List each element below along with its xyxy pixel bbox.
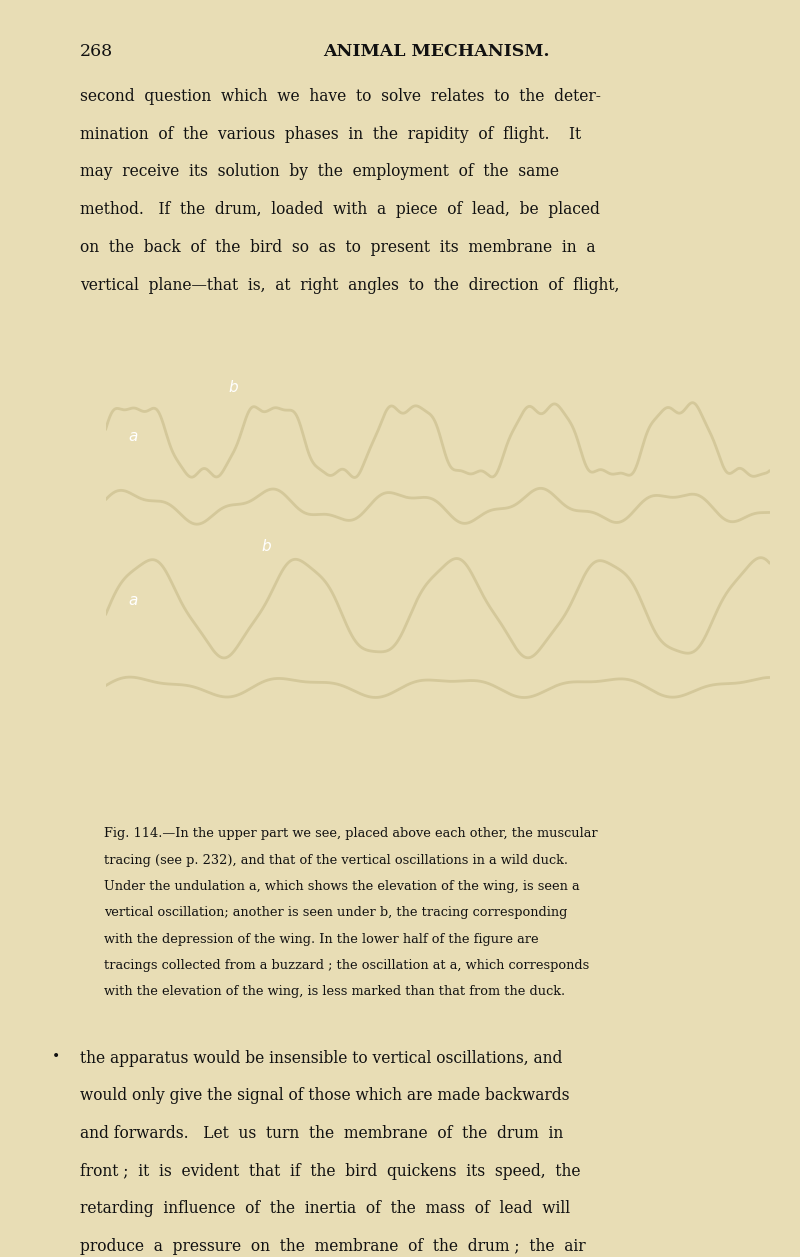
Text: on  the  back  of  the  bird  so  as  to  present  its  membrane  in  a: on the back of the bird so as to present… [80, 239, 595, 256]
Text: b: b [262, 539, 271, 554]
Text: •: • [52, 1050, 60, 1063]
Text: second  question  which  we  have  to  solve  relates  to  the  deter-: second question which we have to solve r… [80, 88, 601, 106]
Text: b: b [229, 381, 238, 396]
Text: a: a [129, 593, 138, 608]
Text: produce  a  pressure  on  the  membrane  of  the  drum ;  the  air: produce a pressure on the membrane of th… [80, 1238, 586, 1256]
Text: would only give the signal of those which are made backwards: would only give the signal of those whic… [80, 1087, 570, 1105]
Text: retarding  influence  of  the  inertia  of  the  mass  of  lead  will: retarding influence of the inertia of th… [80, 1200, 570, 1218]
Text: Under the undulation a, which shows the elevation of the wing, is seen a: Under the undulation a, which shows the … [104, 880, 580, 892]
Text: may  receive  its  solution  by  the  employment  of  the  same: may receive its solution by the employme… [80, 163, 559, 181]
Text: Fig. 114.—In the upper part we see, placed above each other, the muscular: Fig. 114.—In the upper part we see, plac… [104, 827, 598, 840]
Text: with the elevation of the wing, is less marked than that from the duck.: with the elevation of the wing, is less … [104, 985, 565, 998]
Text: vertical oscillation; another is seen under b, the tracing corresponding: vertical oscillation; another is seen un… [104, 906, 567, 919]
Text: tracings collected from a buzzard ; the oscillation at a, which corresponds: tracings collected from a buzzard ; the … [104, 959, 590, 972]
Text: ANIMAL MECHANISM.: ANIMAL MECHANISM. [322, 43, 550, 60]
Text: front ;  it  is  evident  that  if  the  bird  quickens  its  speed,  the: front ; it is evident that if the bird q… [80, 1163, 581, 1180]
Text: method.   If  the  drum,  loaded  with  a  piece  of  lead,  be  placed: method. If the drum, loaded with a piece… [80, 201, 600, 219]
Text: tracing (see p. 232), and that of the vertical oscillations in a wild duck.: tracing (see p. 232), and that of the ve… [104, 854, 568, 866]
Text: 268: 268 [80, 43, 113, 60]
Text: a: a [129, 429, 138, 444]
Text: and forwards.   Let  us  turn  the  membrane  of  the  drum  in: and forwards. Let us turn the membrane o… [80, 1125, 563, 1143]
Text: with the depression of the wing. In the lower half of the figure are: with the depression of the wing. In the … [104, 933, 538, 945]
Text: vertical  plane—that  is,  at  right  angles  to  the  direction  of  flight,: vertical plane—that is, at right angles … [80, 277, 619, 294]
Text: mination  of  the  various  phases  in  the  rapidity  of  flight.    It: mination of the various phases in the ra… [80, 126, 581, 143]
Text: the apparatus would be insensible to vertical oscillations, and: the apparatus would be insensible to ver… [80, 1050, 562, 1067]
